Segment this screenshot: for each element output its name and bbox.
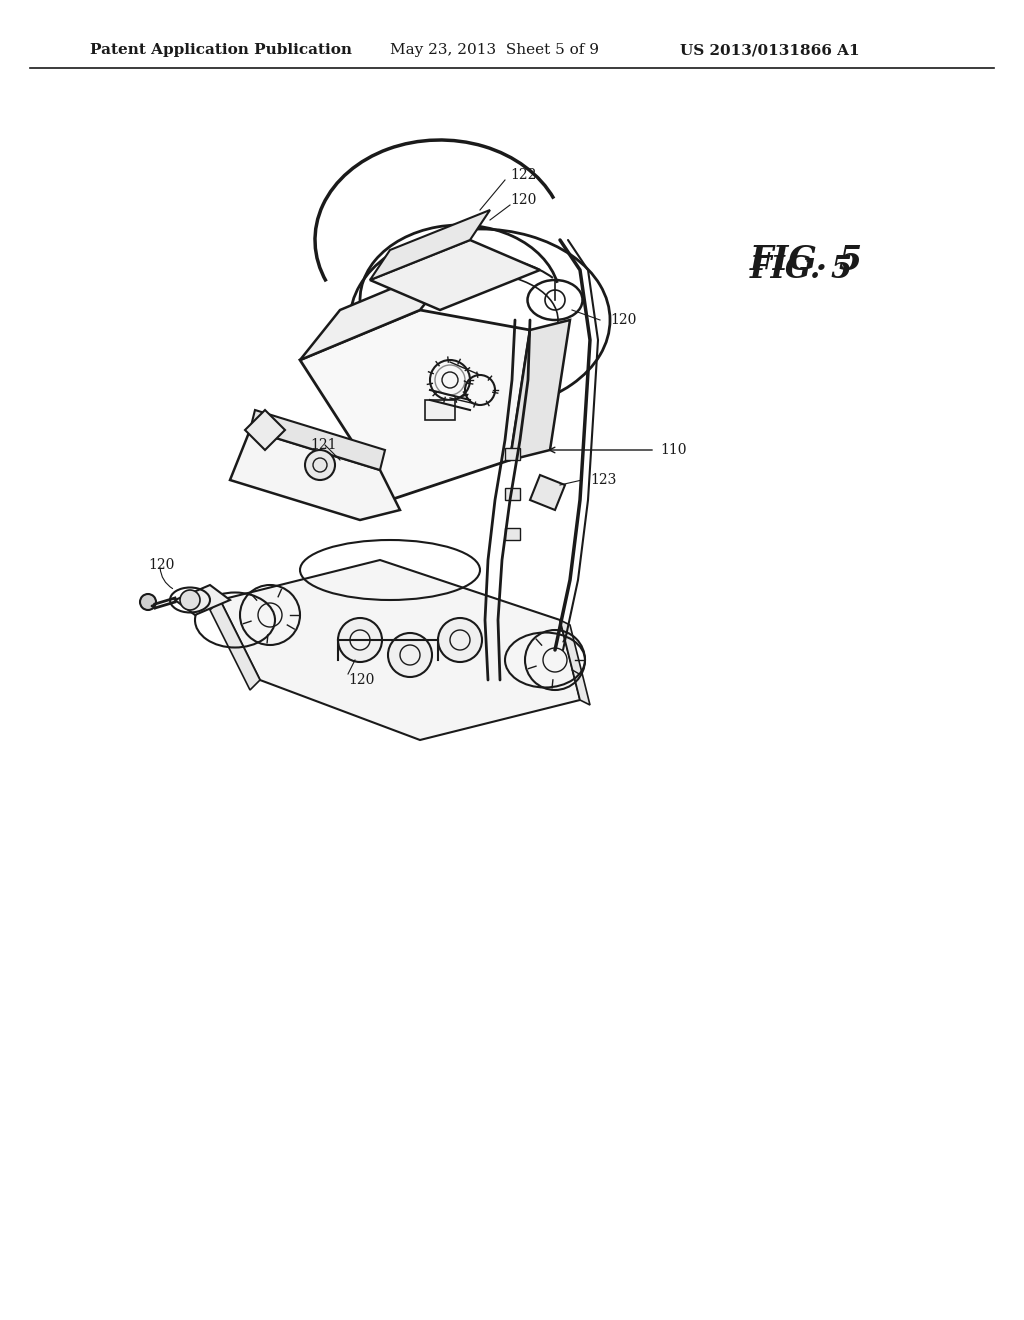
Circle shape bbox=[338, 618, 382, 663]
Text: 120: 120 bbox=[510, 193, 537, 207]
Circle shape bbox=[305, 450, 335, 480]
Circle shape bbox=[140, 594, 156, 610]
Text: 110: 110 bbox=[660, 444, 686, 457]
Polygon shape bbox=[300, 310, 530, 500]
Text: FIG. 5: FIG. 5 bbox=[750, 243, 863, 276]
Polygon shape bbox=[510, 319, 570, 459]
Polygon shape bbox=[530, 475, 565, 510]
Circle shape bbox=[388, 634, 432, 677]
FancyBboxPatch shape bbox=[505, 488, 520, 500]
Text: 120: 120 bbox=[610, 313, 636, 327]
Text: May 23, 2013  Sheet 5 of 9: May 23, 2013 Sheet 5 of 9 bbox=[390, 44, 599, 57]
Text: FIG. 5: FIG. 5 bbox=[750, 255, 853, 285]
Polygon shape bbox=[245, 411, 285, 450]
Text: US 2013/0131866 A1: US 2013/0131866 A1 bbox=[680, 44, 859, 57]
Polygon shape bbox=[175, 585, 230, 615]
Polygon shape bbox=[230, 430, 400, 520]
Text: Patent Application Publication: Patent Application Publication bbox=[90, 44, 352, 57]
Text: 122: 122 bbox=[510, 168, 537, 182]
Polygon shape bbox=[210, 601, 260, 690]
Text: 121: 121 bbox=[310, 438, 337, 451]
Text: 120: 120 bbox=[148, 558, 174, 572]
Polygon shape bbox=[300, 260, 460, 360]
FancyBboxPatch shape bbox=[505, 528, 520, 540]
Polygon shape bbox=[370, 210, 490, 280]
Polygon shape bbox=[220, 560, 580, 741]
Circle shape bbox=[438, 618, 482, 663]
FancyBboxPatch shape bbox=[425, 400, 455, 420]
Polygon shape bbox=[370, 240, 540, 310]
FancyBboxPatch shape bbox=[505, 447, 520, 459]
Circle shape bbox=[180, 590, 200, 610]
Polygon shape bbox=[560, 620, 590, 705]
Polygon shape bbox=[250, 411, 385, 470]
Text: 120: 120 bbox=[348, 673, 375, 686]
Text: 123: 123 bbox=[590, 473, 616, 487]
